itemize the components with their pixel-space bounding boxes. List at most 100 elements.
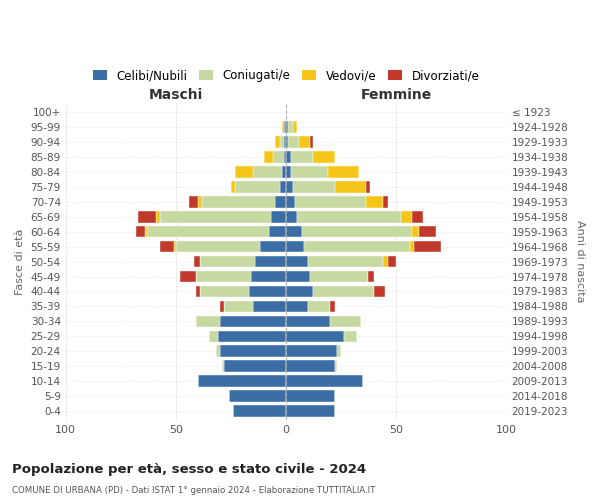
Bar [331,300,335,312]
Bar [200,286,249,298]
Bar [293,181,335,192]
Bar [196,270,251,282]
Bar [136,226,145,237]
Bar [419,226,436,237]
Bar [383,196,388,207]
Bar [269,226,286,237]
Bar [310,270,368,282]
Legend: Celibi/Nubili, Coniugati/e, Vedovi/e, Divorziati/e: Celibi/Nubili, Coniugati/e, Vedovi/e, Di… [88,64,485,87]
Bar [160,241,174,252]
Bar [286,211,297,222]
Bar [313,151,335,162]
Bar [313,286,374,298]
Bar [251,270,286,282]
Bar [335,181,365,192]
Bar [282,121,284,133]
Bar [189,196,198,207]
Bar [229,390,286,402]
Bar [222,360,224,372]
Bar [286,360,335,372]
Bar [196,286,200,298]
Bar [388,256,397,268]
Bar [220,300,224,312]
Bar [156,211,160,222]
Bar [286,330,344,342]
Bar [286,300,308,312]
Bar [284,136,286,147]
Text: Femmine: Femmine [361,88,432,102]
Bar [365,196,383,207]
Bar [374,286,385,298]
Text: COMUNE DI URBANA (PD) - Dati ISTAT 1° gennaio 2024 - Elaborazione TUTTITALIA.IT: COMUNE DI URBANA (PD) - Dati ISTAT 1° ge… [12,486,376,495]
Bar [284,121,286,133]
Bar [286,286,313,298]
Bar [282,166,286,177]
Bar [344,330,357,342]
Bar [280,136,284,147]
Bar [260,241,286,252]
Bar [198,196,202,207]
Bar [286,406,335,417]
Bar [331,316,361,327]
Bar [196,316,220,327]
Bar [335,360,337,372]
Bar [275,196,286,207]
Bar [290,151,313,162]
Bar [286,256,308,268]
Text: Popolazione per età, sesso e stato civile - 2024: Popolazione per età, sesso e stato civil… [12,462,366,475]
Bar [256,256,286,268]
Bar [145,226,147,237]
Bar [224,360,286,372]
Bar [410,241,414,252]
Bar [289,121,293,133]
Bar [310,136,313,147]
Y-axis label: Anni di nascita: Anni di nascita [575,220,585,303]
Bar [286,241,304,252]
Bar [297,211,401,222]
Bar [231,181,235,192]
Bar [308,256,383,268]
Bar [147,226,269,237]
Bar [286,316,331,327]
Bar [224,300,253,312]
Bar [220,316,286,327]
Text: Maschi: Maschi [149,88,203,102]
Bar [299,136,310,147]
Bar [302,226,412,237]
Bar [160,211,271,222]
Bar [284,151,286,162]
Bar [215,346,220,357]
Bar [286,196,295,207]
Bar [271,211,286,222]
Bar [304,241,410,252]
Y-axis label: Fasce di età: Fasce di età [15,228,25,295]
Bar [286,390,335,402]
Bar [286,181,293,192]
Bar [181,270,196,282]
Bar [328,166,359,177]
Bar [200,256,256,268]
Bar [286,376,364,387]
Bar [174,241,176,252]
Bar [235,181,280,192]
Bar [235,166,253,177]
Bar [308,300,331,312]
Bar [264,151,273,162]
Bar [253,166,282,177]
Bar [368,270,374,282]
Bar [273,151,284,162]
Bar [286,226,302,237]
Bar [286,270,310,282]
Bar [383,256,388,268]
Bar [365,181,370,192]
Bar [233,406,286,417]
Bar [414,241,440,252]
Bar [412,226,419,237]
Bar [202,196,275,207]
Bar [295,196,365,207]
Bar [220,346,286,357]
Bar [139,211,156,222]
Bar [290,166,328,177]
Bar [401,211,412,222]
Bar [286,151,290,162]
